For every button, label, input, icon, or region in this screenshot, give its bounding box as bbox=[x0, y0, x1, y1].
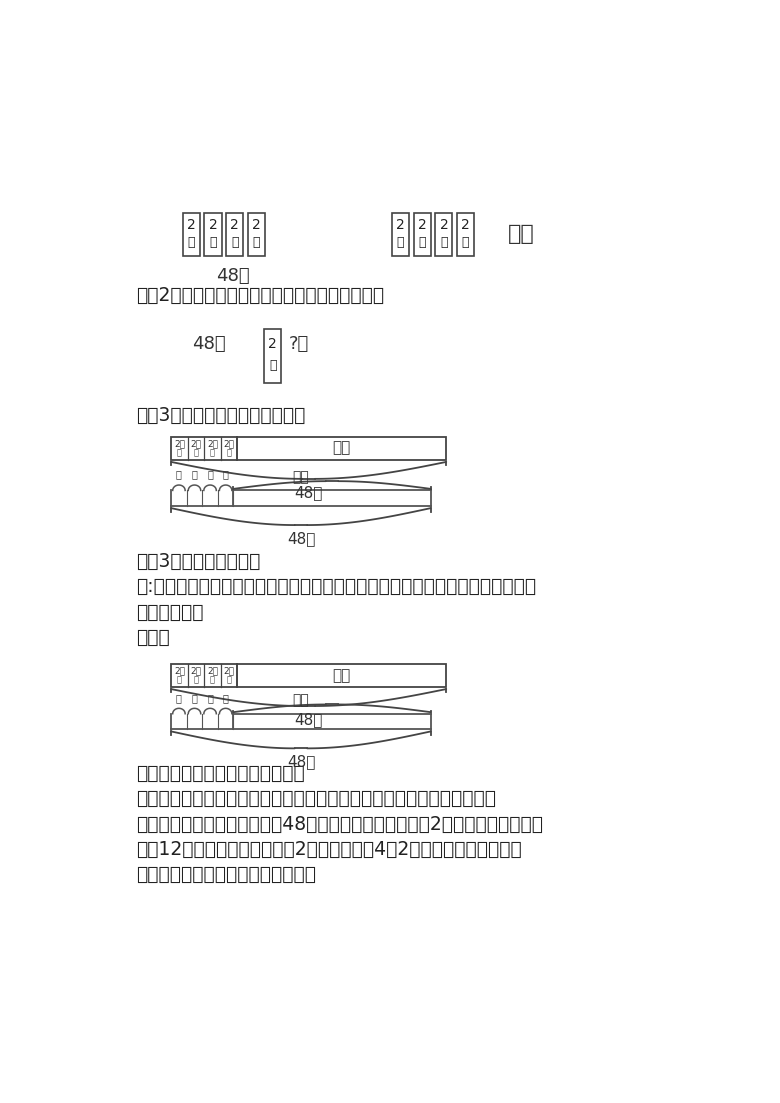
Text: 2: 2 bbox=[418, 218, 427, 232]
Text: 米: 米 bbox=[187, 236, 195, 248]
Text: 米: 米 bbox=[193, 449, 198, 458]
Bar bbox=[226, 213, 243, 256]
Bar bbox=[392, 213, 409, 256]
Text: 2: 2 bbox=[461, 218, 470, 232]
Text: 48米: 48米 bbox=[287, 754, 315, 770]
Text: ？米: ？米 bbox=[292, 470, 310, 484]
Text: 米: 米 bbox=[462, 236, 470, 248]
Text: 2: 2 bbox=[396, 218, 405, 232]
Text: 2: 2 bbox=[230, 218, 239, 232]
Text: 米: 米 bbox=[226, 449, 232, 458]
Text: 追问：怎么就更清楚地表示出题意中的数量关系了？请你上来边指边说。: 追问：怎么就更清楚地表示出题意中的数量关系了？请你上来边指边说。 bbox=[136, 789, 496, 808]
Text: 米: 米 bbox=[192, 693, 197, 703]
Text: 米: 米 bbox=[177, 676, 182, 685]
Bar bbox=[171, 437, 446, 460]
Bar bbox=[413, 213, 431, 256]
Bar bbox=[204, 213, 222, 256]
Text: 48米: 48米 bbox=[216, 267, 250, 285]
Text: 2: 2 bbox=[187, 218, 196, 232]
Text: 48米: 48米 bbox=[295, 713, 323, 727]
Text: 米: 米 bbox=[440, 236, 448, 248]
Text: 48米: 48米 bbox=[192, 335, 225, 353]
Text: 米: 米 bbox=[177, 449, 182, 458]
Text: 2米: 2米 bbox=[223, 666, 235, 675]
Text: 2米: 2米 bbox=[190, 439, 201, 448]
Text: 米: 米 bbox=[207, 693, 213, 703]
Text: 米: 米 bbox=[223, 693, 229, 703]
Text: 米: 米 bbox=[207, 470, 213, 480]
Text: ？米: ？米 bbox=[509, 224, 535, 245]
Text: 米: 米 bbox=[192, 470, 197, 480]
Text: 2米: 2米 bbox=[207, 439, 218, 448]
Text: 预设：（指大圈）这是一共有48米彩带，（指划去的一个2米）这是做一朵花需: 预设：（指大圈）这是一共有48米彩带，（指划去的一个2米）这是做一朵花需 bbox=[136, 815, 543, 834]
Text: 2: 2 bbox=[208, 218, 218, 232]
Text: 2: 2 bbox=[440, 218, 448, 232]
Text: 米: 米 bbox=[210, 676, 215, 685]
Text: ?米: ?米 bbox=[289, 335, 309, 353]
Text: 预设2：条件、问题都不缺，但是关系表示不明确: 预设2：条件、问题都不缺，但是关系表示不明确 bbox=[136, 287, 385, 306]
Bar bbox=[171, 664, 446, 687]
Text: 说说为什么。: 说说为什么。 bbox=[136, 603, 204, 622]
Text: 2米: 2米 bbox=[174, 666, 185, 675]
Text: 师:你能看懂这些图么？哪幅图能清楚地表示出题意，快跟你周围的人讨论讨论，: 师:你能看懂这些图么？哪幅图能清楚地表示出题意，快跟你周围的人讨论讨论， bbox=[136, 577, 537, 597]
Text: 2米: 2米 bbox=[174, 439, 185, 448]
Text: 米: 米 bbox=[226, 676, 232, 685]
Text: 米: 米 bbox=[176, 693, 182, 703]
Text: 米: 米 bbox=[269, 358, 276, 372]
Text: 48米: 48米 bbox=[295, 485, 323, 500]
Text: 米: 米 bbox=[223, 470, 229, 480]
Bar bbox=[248, 213, 265, 256]
Text: 2: 2 bbox=[252, 218, 261, 232]
Text: 2米: 2米 bbox=[207, 666, 218, 675]
Text: ？米: ？米 bbox=[332, 440, 351, 456]
Bar bbox=[183, 213, 200, 256]
Text: 预设3：结构清晰（二者挑其一）: 预设3：结构清晰（二者挑其一） bbox=[136, 406, 306, 425]
Text: 米: 米 bbox=[176, 470, 182, 480]
Text: 要的12米彩带，（指划去的个2米）个人做了4个2米，这是用去皎，（指: 要的12米彩带，（指划去的个2米）个人做了4个2米，这是用去皎，（指 bbox=[136, 840, 522, 859]
Text: 米: 米 bbox=[210, 449, 215, 458]
Text: 米: 米 bbox=[253, 236, 260, 248]
Text: ？米: ？米 bbox=[292, 694, 310, 707]
Text: 这两幅图能更清楚的表示出题意。: 这两幅图能更清楚的表示出题意。 bbox=[136, 763, 305, 783]
Text: 2米: 2米 bbox=[223, 439, 235, 448]
Bar bbox=[457, 213, 474, 256]
Text: 米: 米 bbox=[193, 676, 198, 685]
Text: 2: 2 bbox=[268, 336, 277, 351]
Text: 米: 米 bbox=[231, 236, 239, 248]
Text: 预设：: 预设： bbox=[136, 629, 170, 647]
Text: 米: 米 bbox=[419, 236, 426, 248]
Text: 2米: 2米 bbox=[190, 666, 201, 675]
Text: 米: 米 bbox=[209, 236, 217, 248]
Bar bbox=[435, 213, 452, 256]
Text: 着剩下的右半边）这是剩下的米数。: 着剩下的右半边）这是剩下的米数。 bbox=[136, 866, 316, 885]
Text: 米: 米 bbox=[397, 236, 404, 248]
Bar bbox=[264, 329, 281, 383]
Text: ？米: ？米 bbox=[332, 667, 351, 683]
Text: 将此3图都出示在投影上: 将此3图都出示在投影上 bbox=[136, 552, 261, 571]
Text: 48米: 48米 bbox=[287, 532, 315, 546]
